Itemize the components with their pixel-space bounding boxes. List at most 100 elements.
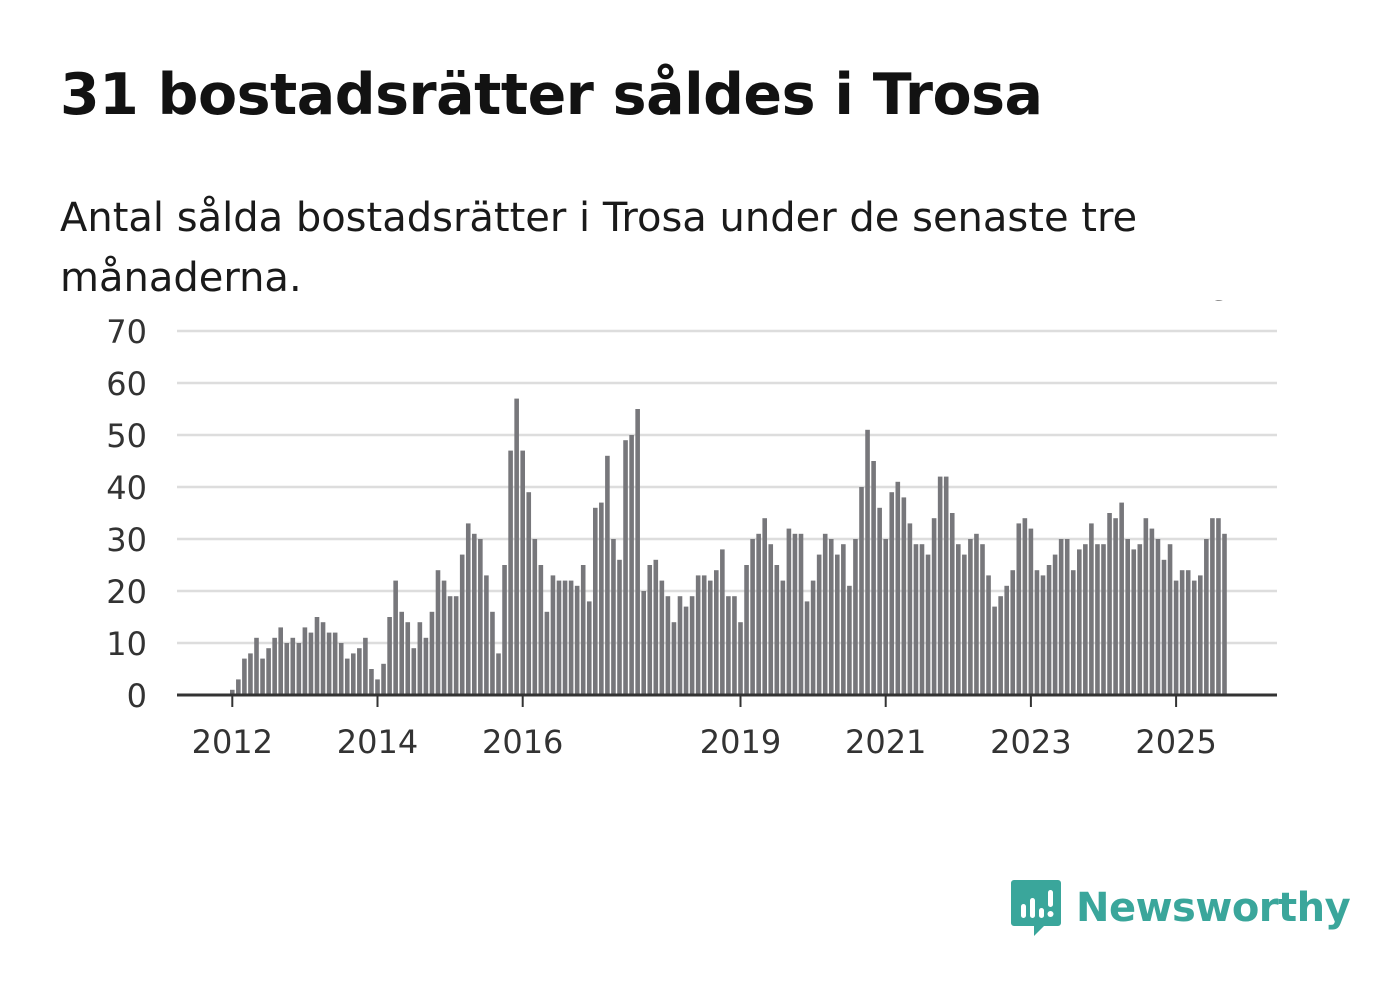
- bar: [278, 627, 283, 695]
- x-tick-label: 2021: [845, 723, 926, 761]
- bar: [1216, 518, 1221, 695]
- bar: [465, 523, 471, 695]
- bar: [744, 565, 749, 695]
- bar: [308, 632, 314, 695]
- y-tick-label: 30: [106, 521, 147, 559]
- bar: [1222, 533, 1227, 695]
- bar: [714, 570, 719, 695]
- bar: [756, 533, 761, 695]
- bar: [822, 533, 828, 695]
- bar: [586, 601, 592, 695]
- bar: [641, 591, 646, 695]
- x-tick-label: 2016: [482, 723, 563, 761]
- bar: [974, 533, 979, 695]
- bar: [236, 679, 241, 695]
- bar: [230, 689, 235, 695]
- bar: [405, 622, 411, 695]
- bar: [659, 580, 665, 695]
- bar: [992, 606, 997, 695]
- data-label: 31: [1210, 300, 1251, 308]
- newsworthy-logo[interactable]: Newsworthy: [1010, 878, 1351, 938]
- bar: [417, 622, 423, 695]
- bar: [423, 637, 429, 695]
- bar: [1064, 539, 1070, 695]
- bar: [1046, 565, 1052, 695]
- bar: [689, 596, 695, 695]
- bar: [447, 596, 453, 695]
- bar: [1137, 544, 1143, 695]
- bar: [260, 658, 265, 695]
- bar: [925, 554, 931, 695]
- bar: [514, 398, 519, 695]
- bar: [1155, 539, 1161, 695]
- bar: [1083, 544, 1088, 695]
- bar: [828, 539, 834, 695]
- bar: [750, 539, 755, 695]
- bar: [780, 580, 786, 695]
- bar: [1016, 523, 1022, 695]
- y-tick-label: 60: [106, 365, 147, 403]
- bar: [962, 554, 967, 695]
- bar: [768, 544, 774, 695]
- bar: [502, 565, 507, 695]
- bar: [635, 409, 640, 695]
- bar: [490, 611, 495, 695]
- bar: [937, 476, 943, 695]
- bar: [1143, 518, 1149, 695]
- bar: [526, 492, 532, 695]
- bar: [1113, 518, 1118, 695]
- bar: [931, 518, 937, 695]
- bar: [459, 554, 465, 695]
- bar: [786, 528, 792, 695]
- newsworthy-logo-icon: [1011, 880, 1061, 936]
- bar: [1204, 539, 1209, 695]
- bar: [986, 575, 991, 695]
- bar: [1149, 528, 1155, 695]
- bar: [254, 637, 259, 695]
- bar: [381, 663, 386, 695]
- y-tick-label: 40: [106, 469, 147, 507]
- bar: [338, 643, 344, 695]
- bar: [913, 544, 919, 695]
- bar: [738, 622, 743, 695]
- bar: [1173, 580, 1179, 695]
- bar: [1101, 544, 1106, 695]
- bar: [508, 450, 513, 695]
- bar: [1028, 528, 1034, 695]
- bar: [1010, 570, 1016, 695]
- bar: [266, 648, 271, 695]
- bar: [853, 539, 858, 695]
- bar: [399, 611, 404, 695]
- bar: [671, 622, 677, 695]
- x-tick-label: 2012: [192, 723, 273, 761]
- x-tick-label: 2019: [700, 723, 781, 761]
- bar: [865, 429, 870, 695]
- bar: [810, 580, 816, 695]
- bar: [804, 601, 810, 695]
- bar: [1052, 554, 1058, 695]
- bar: [956, 544, 961, 695]
- y-tick-label: 50: [106, 417, 147, 455]
- bar: [726, 596, 731, 695]
- bar: [895, 481, 901, 695]
- bar: [1179, 570, 1185, 695]
- bar: [326, 632, 332, 695]
- bar: [357, 648, 362, 695]
- bar: [290, 637, 296, 695]
- bar: [441, 580, 447, 695]
- bar: [1119, 502, 1124, 695]
- bar: [1191, 580, 1197, 695]
- bar: [677, 596, 683, 695]
- bar: [1167, 544, 1173, 695]
- bar: [478, 539, 483, 695]
- bar: [363, 637, 368, 695]
- bar: [998, 596, 1003, 695]
- bar: [344, 658, 350, 695]
- bar: [568, 580, 574, 695]
- bar: [980, 544, 985, 695]
- bar: [847, 585, 852, 695]
- bar: [841, 544, 846, 695]
- bar: [762, 518, 767, 695]
- bar: [1107, 513, 1112, 695]
- bar: [1004, 585, 1009, 695]
